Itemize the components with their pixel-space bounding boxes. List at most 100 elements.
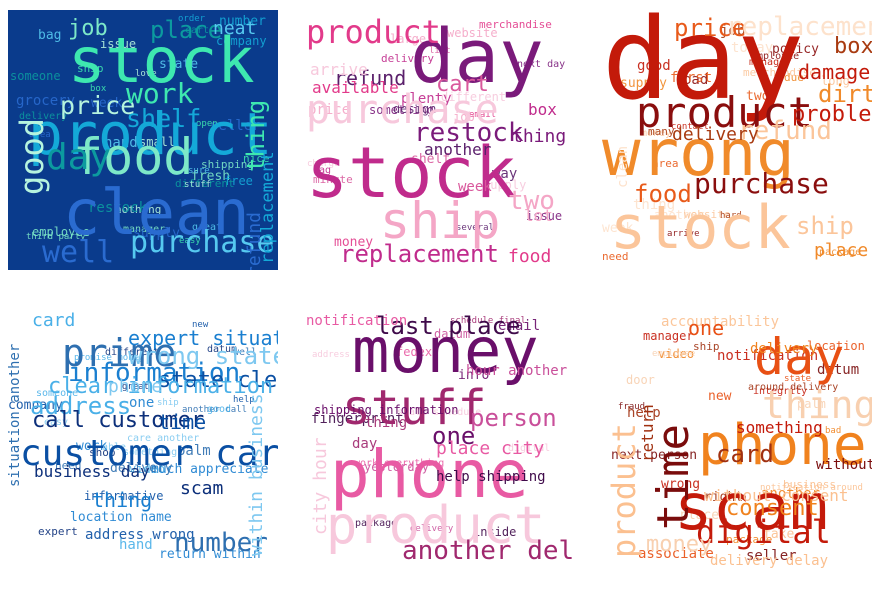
cloud-word: minute — [313, 173, 353, 186]
word-cloud-blue-grey: location name new easy need different video mu… — [8, 308, 278, 568]
cloud-word: fresh — [191, 169, 231, 184]
cloud-word: delivery — [672, 124, 759, 145]
cloud-word: area — [29, 130, 51, 140]
cloud-word: yesterday — [364, 460, 430, 474]
cloud-word: integrity — [753, 386, 808, 397]
cloud-word: seller — [210, 118, 261, 134]
cloud-word: money — [641, 128, 672, 139]
cloud-word: state — [159, 57, 199, 72]
cloud-word: datum — [207, 344, 238, 355]
cloud-word: address — [312, 350, 350, 360]
cloud-word: another deliver — [402, 536, 576, 566]
cloud-word: delivery — [110, 461, 173, 476]
cloud-word: product — [306, 13, 441, 51]
cloud-word: next day — [517, 59, 566, 70]
cloud-word: free — [224, 174, 253, 188]
cloud-word: food — [634, 180, 692, 208]
cloud-word: video — [658, 347, 695, 361]
cloud-word: policy — [772, 42, 819, 57]
cloud-word: delivery — [750, 341, 818, 357]
cloud-word: refund — [334, 66, 407, 90]
cloud-word: sure — [188, 166, 210, 176]
cloud-word: delivery — [381, 52, 434, 65]
cloud-word: stock — [610, 193, 791, 263]
cloud-word: palm — [797, 397, 826, 411]
cloud-word: bad — [825, 426, 842, 436]
cloud-word: notification around — [760, 483, 863, 493]
cloud-word: prime — [62, 331, 177, 375]
cloud-word: week — [458, 179, 492, 195]
cloud-word: hard — [720, 211, 742, 221]
cloud-word: purchase — [130, 225, 275, 260]
cloud-word: supply — [133, 226, 180, 241]
cloud-word: supply — [483, 178, 527, 192]
cloud-word: time — [158, 410, 207, 434]
cloud-word: someone — [10, 69, 61, 83]
cloud-word: location — [807, 339, 865, 353]
cloud-word: great — [122, 382, 150, 392]
cloud-word: supply — [620, 76, 667, 91]
cloud-word: address wrong — [85, 527, 195, 543]
cloud-word: clean — [615, 145, 631, 188]
cloud-word: digital — [508, 443, 551, 454]
cloud-word: nice — [243, 152, 270, 165]
cloud-word: without consent — [704, 486, 849, 505]
cloud-word: package — [819, 247, 862, 258]
cloud-word: place — [814, 240, 869, 261]
cloud-word: money — [352, 314, 539, 387]
cloud-word: day — [352, 436, 378, 452]
cloud-word: money — [646, 532, 713, 557]
cloud-word: employee — [32, 225, 90, 239]
cloud-word: something — [123, 447, 178, 458]
cloud-word: box — [834, 34, 872, 59]
cloud-word: due — [784, 71, 804, 84]
cloud-word: notification — [717, 348, 819, 364]
cloud-word: datum — [817, 362, 860, 378]
cloud-word: something — [369, 103, 435, 117]
cloud-word: purchase — [306, 87, 499, 133]
cloud-word: day — [754, 328, 845, 386]
cloud-word: consent — [726, 496, 819, 521]
cloud-word: stock — [306, 132, 517, 214]
cloud-word: delivery delay — [710, 553, 829, 568]
cloud-word: help — [627, 405, 661, 421]
cloud-word: number — [174, 528, 268, 558]
cloud-word: product — [326, 496, 546, 556]
cloud-word: plenty — [401, 91, 452, 107]
cloud-word: package — [726, 533, 773, 546]
cloud-word: several — [456, 223, 494, 233]
cloud-word: good — [637, 58, 671, 74]
cloud-word: price — [60, 91, 136, 120]
cloud-word: business — [783, 478, 836, 491]
cloud-word: great — [192, 222, 223, 233]
cloud-word: contact — [671, 122, 709, 132]
cloud-word: something — [736, 418, 823, 437]
cloud-word: ship — [77, 62, 104, 75]
cloud-word: delivery — [410, 524, 454, 534]
cloud-word: delivery — [19, 111, 68, 122]
cloud-word: phone — [108, 376, 163, 397]
cloud-word: way — [492, 166, 518, 182]
cloud-word: area — [652, 157, 679, 170]
cloud-word: two — [508, 186, 555, 216]
cloud-word: restock — [414, 118, 524, 148]
cloud-word: one — [432, 422, 476, 450]
cloud-word: able — [102, 442, 127, 453]
cloud-word: replacement — [726, 12, 872, 42]
cloud-word: business day — [34, 462, 150, 481]
cloud-word: new — [192, 320, 209, 330]
cloud-word: hand — [119, 537, 153, 553]
cloud-word: shop — [89, 446, 116, 459]
cloud-word: associate — [638, 546, 714, 562]
cloud-word: box — [528, 100, 557, 119]
cloud-word: issue — [100, 37, 137, 51]
cloud-word: product — [605, 423, 643, 559]
cloud-word: another — [761, 486, 821, 502]
cloud-word: thing — [365, 415, 408, 431]
cloud-word: city hour — [310, 437, 331, 536]
cloud-word: place city — [436, 438, 545, 459]
cloud-word: need — [602, 250, 629, 263]
cloud-word: place — [150, 16, 223, 44]
cloud-word: issue — [526, 209, 563, 223]
cloud-word: lot — [524, 206, 553, 225]
